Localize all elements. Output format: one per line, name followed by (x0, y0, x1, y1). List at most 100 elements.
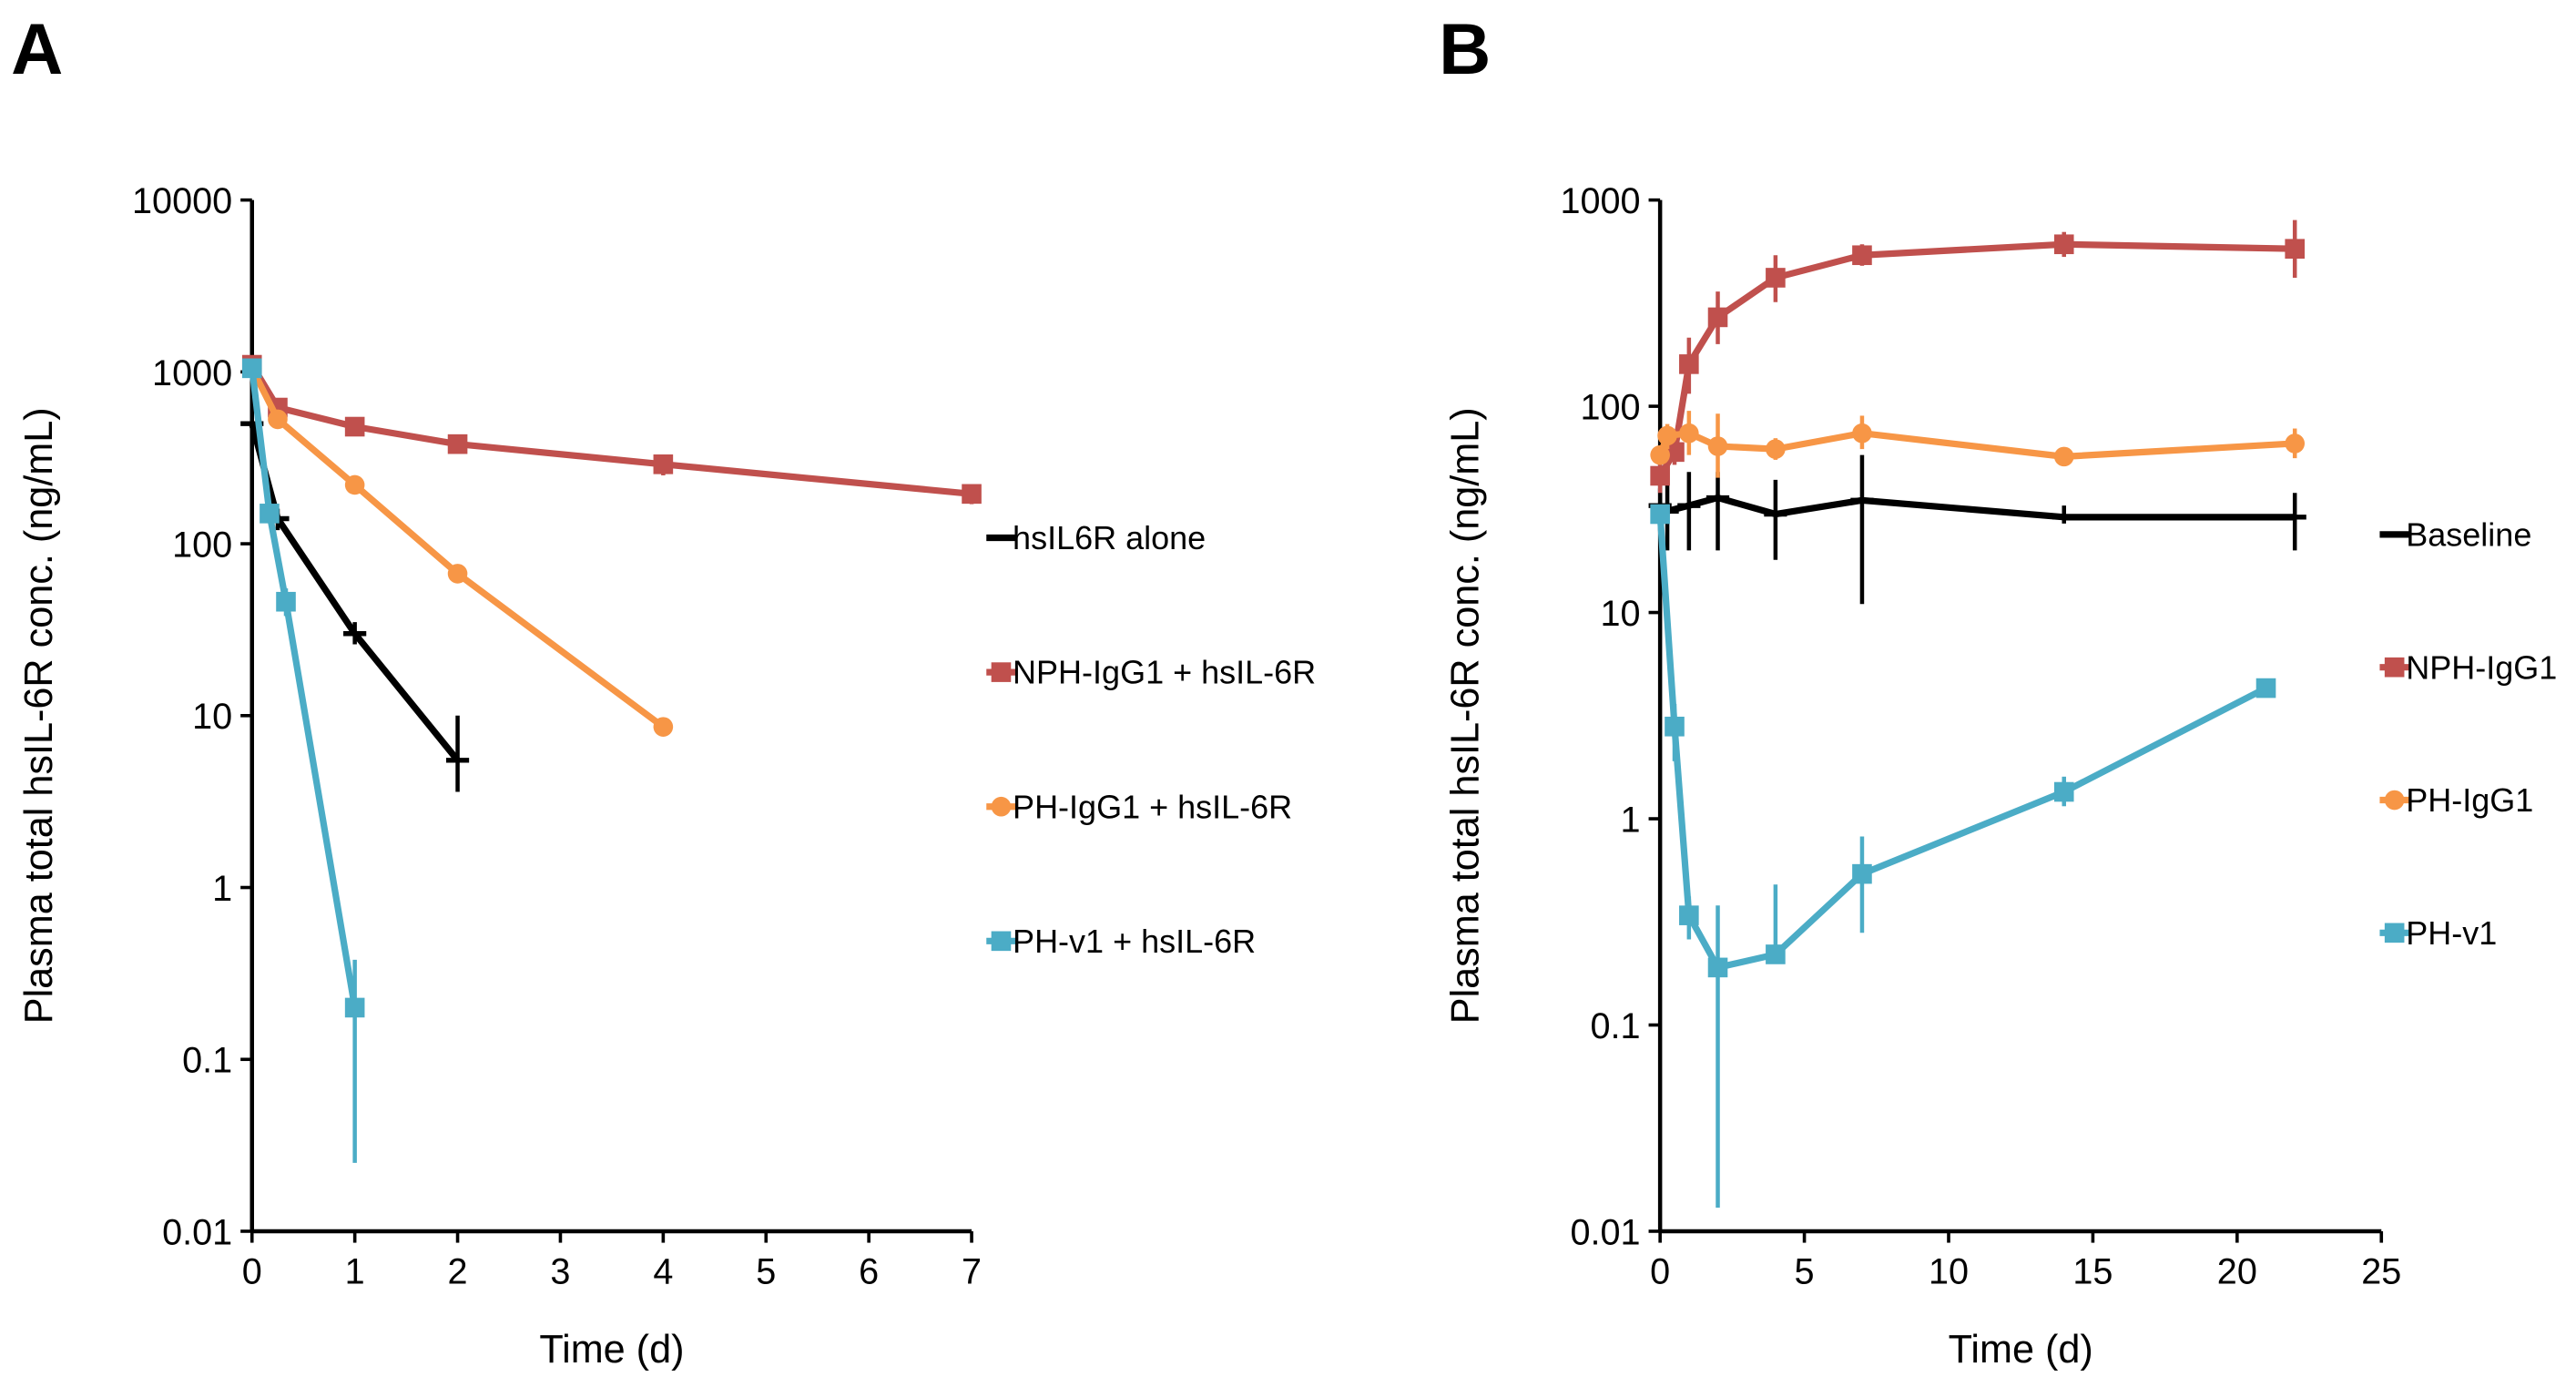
data-point (1766, 439, 1786, 459)
series-baseline (1648, 454, 2306, 605)
chart-b: 0 5 10 15 20 25 0.01 0.1 1 10 100 1000 Time (d) Plasm… (1443, 181, 2557, 1372)
data-point (2285, 433, 2306, 454)
data-point (1707, 307, 1728, 328)
series-line (249, 366, 666, 730)
y-tick-label: 0.1 (1591, 1006, 1641, 1046)
data-point (2255, 678, 2276, 699)
y-tick-label: 1000 (1560, 181, 1640, 221)
x-tick-label: 0 (242, 1252, 262, 1292)
legend-marker (991, 662, 1012, 682)
data-point (1650, 504, 1670, 525)
data-point (344, 474, 365, 495)
chart-a: 0 1 2 3 4 5 6 7 0.01 0.1 1 10 100 1000 10000 Time (d) Pl… (17, 181, 1316, 1372)
data-point (2053, 781, 2074, 802)
legend-label: PH-IgG1 (2406, 781, 2533, 819)
legend-entry: PH-IgG1 (2379, 781, 2533, 819)
legend-entry: NPH-IgG1 + hsIL-6R (986, 654, 1316, 691)
legend-entry: PH-v1 + hsIL-6R (986, 923, 1256, 960)
data-point (260, 504, 280, 524)
legend-marker (991, 796, 1012, 817)
data-point (653, 717, 674, 737)
series-line (249, 367, 359, 1009)
data-point (1679, 354, 1699, 374)
x-tick-label: 6 (859, 1252, 879, 1292)
data-point (268, 409, 288, 430)
data-point (1665, 716, 1685, 737)
series-line (1656, 514, 2268, 971)
panel-label-a: A (11, 8, 63, 89)
x-tick-label: 15 (2072, 1252, 2113, 1292)
legend-label: PH-IgG1 + hsIL-6R (1013, 788, 1292, 825)
x-tick-label: 5 (756, 1252, 776, 1292)
data-point (1766, 268, 1786, 288)
legend-label: hsIL6R alone (1013, 519, 1206, 556)
y-tick-label: 1000 (152, 353, 232, 393)
legend-marker (2384, 790, 2405, 811)
x-tick-label: 0 (1650, 1252, 1670, 1292)
data-point (1650, 465, 1670, 486)
y-tick-label: 100 (1580, 388, 1640, 428)
data-point (2053, 446, 2074, 467)
data-point (1679, 423, 1699, 444)
series-ph-v1-hsil-6r (241, 358, 365, 1163)
legend-label: PH-v1 + hsIL-6R (1013, 923, 1256, 960)
data-point (1766, 944, 1786, 964)
panel-label-b: B (1439, 8, 1491, 89)
data-point (344, 997, 365, 1018)
y-tick-label: 10000 (132, 181, 232, 221)
y-tick-label: 1 (1621, 800, 1641, 840)
legend-label: NPH-IgG1 (2406, 648, 2557, 686)
data-point (241, 358, 262, 379)
legend-entry: Baseline (2379, 515, 2531, 553)
legend-marker (2384, 923, 2405, 943)
data-point (1852, 423, 1872, 444)
data-point (447, 433, 468, 454)
y-tick-label: 0.01 (162, 1212, 232, 1252)
legend-entry: hsIL6R alone (986, 519, 1206, 556)
series-line (1657, 240, 2296, 478)
x-tick-label: 5 (1795, 1252, 1815, 1292)
series-line (1656, 430, 2296, 460)
legend-label: NPH-IgG1 + hsIL-6R (1013, 654, 1316, 691)
y-axis-label: Plasma total hsIL-6R conc. (ng/mL) (17, 407, 61, 1024)
data-point (2053, 234, 2074, 255)
y-tick-label: 100 (172, 525, 232, 565)
x-tick-label: 25 (2361, 1252, 2401, 1292)
x-tick-label: 2 (448, 1252, 468, 1292)
x-tick-label: 1 (345, 1252, 365, 1292)
data-point (1707, 436, 1728, 456)
legend-label: PH-v1 (2406, 914, 2497, 952)
y-tick-label: 0.01 (1570, 1212, 1640, 1252)
data-point (1707, 957, 1728, 978)
data-point (447, 564, 468, 584)
data-point (1650, 444, 1670, 465)
y-tick-label: 0.1 (182, 1041, 232, 1081)
y-tick-label: 1 (212, 869, 232, 909)
data-point (1679, 905, 1699, 925)
series-ph-v1 (1650, 504, 2276, 1209)
legend-marker (991, 931, 1012, 952)
x-axis-label: Time (d) (1949, 1328, 2093, 1372)
data-point (1852, 863, 1872, 884)
x-tick-label: 10 (1929, 1252, 1969, 1292)
y-tick-label: 10 (192, 697, 232, 737)
x-axis-label: Time (d) (539, 1328, 684, 1372)
data-point (962, 484, 982, 505)
legend-entry: PH-IgG1 + hsIL-6R (986, 788, 1292, 825)
x-tick-label: 4 (653, 1252, 673, 1292)
data-point (653, 454, 674, 474)
x-tick-label: 20 (2217, 1252, 2257, 1292)
data-point (2285, 239, 2306, 260)
legend-marker (2384, 657, 2405, 678)
legend-entry: PH-v1 (2379, 914, 2497, 952)
series-line (1657, 494, 2296, 521)
series-nph-igg1 (1650, 219, 2306, 494)
data-point (1657, 425, 1677, 446)
data-point (344, 416, 365, 437)
data-point (1852, 245, 1872, 266)
y-axis-label: Plasma total hsIL-6R conc. (ng/mL) (1443, 407, 1487, 1024)
x-tick-label: 3 (550, 1252, 570, 1292)
data-point (276, 591, 296, 612)
legend-label: Baseline (2406, 515, 2531, 553)
